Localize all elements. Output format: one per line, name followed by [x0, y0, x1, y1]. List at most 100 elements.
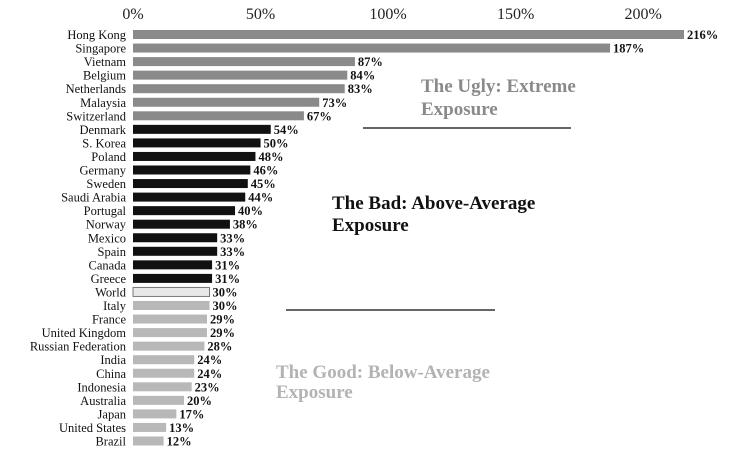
value-label: 17%	[179, 407, 204, 421]
x-axis-ticks: 0% 50% 100% 150% 200%	[122, 6, 662, 23]
value-label: 48%	[258, 150, 283, 164]
bar-series: Hong Kong 216% Singapore 187% Vietnam 87% Belg…	[30, 28, 718, 449]
bar	[133, 355, 195, 365]
value-label: 40%	[238, 204, 263, 218]
group-annotation-ugly: The Ugly: Extreme Exposure	[421, 76, 576, 120]
category-label: Poland	[91, 150, 126, 164]
value-label: 46%	[253, 164, 278, 178]
category-label: India	[100, 353, 126, 367]
value-label: 44%	[248, 191, 273, 205]
bar	[133, 395, 185, 405]
value-label: 20%	[187, 394, 212, 408]
bar	[133, 179, 248, 189]
bar	[133, 84, 345, 94]
x-tick-label: 200%	[625, 6, 662, 23]
category-label: Netherlands	[66, 82, 127, 96]
bar	[133, 273, 213, 283]
bar	[133, 328, 207, 338]
category-label: Switzerland	[66, 109, 126, 123]
bar	[133, 368, 195, 378]
category-label: Vietnam	[84, 55, 127, 69]
category-label: Malaysia	[80, 96, 126, 110]
bar	[133, 382, 192, 392]
category-label: Sweden	[86, 177, 126, 191]
value-label: 24%	[197, 353, 222, 367]
value-label: 29%	[210, 313, 235, 327]
bar	[133, 124, 271, 134]
value-label: 12%	[167, 435, 192, 449]
category-label: S. Korea	[82, 136, 126, 150]
bar	[133, 165, 251, 175]
category-label: Norway	[86, 218, 127, 232]
bar	[133, 138, 261, 148]
group-annotations: The Ugly: Extreme Exposure The Bad: Above-…	[276, 76, 576, 403]
value-label: 29%	[210, 326, 235, 340]
category-label: Russian Federation	[30, 340, 127, 354]
value-label: 33%	[220, 231, 245, 245]
bar	[133, 97, 320, 107]
category-label: World	[95, 285, 127, 299]
bar	[133, 246, 218, 256]
value-label: 24%	[197, 367, 222, 381]
category-label: Hong Kong	[67, 28, 126, 42]
value-label: 54%	[274, 123, 299, 137]
category-label: Australia	[80, 394, 126, 408]
x-tick-label: 50%	[246, 6, 275, 23]
bar	[133, 314, 207, 324]
bar	[133, 43, 611, 53]
bar	[133, 70, 348, 80]
bar	[133, 219, 230, 229]
category-label: Saudi Arabia	[61, 191, 126, 205]
category-label: Belgium	[83, 69, 126, 83]
category-label: Spain	[98, 245, 127, 259]
value-label: 87%	[358, 55, 383, 69]
bar	[133, 233, 218, 243]
bar	[133, 57, 355, 67]
value-label: 67%	[307, 109, 332, 123]
value-label: 13%	[169, 421, 194, 435]
value-label: 31%	[215, 258, 240, 272]
category-label: Brazil	[95, 435, 126, 449]
value-label: 83%	[348, 82, 373, 96]
value-label: 187%	[613, 42, 644, 56]
bar	[133, 341, 205, 351]
category-label: United States	[59, 421, 126, 435]
value-label: 31%	[215, 272, 240, 286]
bar	[133, 192, 246, 202]
category-label: China	[96, 367, 126, 381]
value-label: 30%	[213, 299, 238, 313]
value-label: 28%	[207, 340, 232, 354]
category-label: Greece	[91, 272, 127, 286]
category-label: Indonesia	[77, 380, 126, 394]
value-label: 45%	[251, 177, 276, 191]
value-label: 73%	[322, 96, 347, 110]
bar	[133, 30, 684, 39]
bar	[133, 111, 304, 121]
category-label: Portugal	[84, 204, 127, 218]
value-label: 30%	[213, 285, 238, 299]
bar	[133, 409, 177, 419]
category-label: France	[92, 313, 126, 327]
x-tick-label: 0%	[122, 6, 143, 23]
group-annotation-bad: The Bad: Above-Average Exposure	[332, 193, 535, 236]
x-tick-label: 100%	[369, 6, 406, 23]
category-label: Mexico	[88, 231, 126, 245]
x-tick-label: 150%	[497, 6, 534, 23]
bar	[133, 260, 213, 270]
value-label: 84%	[350, 69, 375, 83]
category-label: Italy	[103, 299, 127, 313]
bar	[133, 436, 164, 446]
bar	[133, 206, 236, 216]
category-label: Germany	[79, 164, 126, 178]
value-label: 33%	[220, 245, 245, 259]
bar	[132, 286, 211, 297]
value-label: 216%	[687, 28, 718, 42]
category-label: Canada	[89, 258, 127, 272]
category-label: United Kingdom	[42, 326, 127, 340]
category-label: Japan	[98, 407, 127, 421]
bar	[133, 151, 256, 161]
category-label: Singapore	[75, 42, 126, 56]
value-label: 50%	[264, 136, 289, 150]
bar	[133, 301, 210, 310]
